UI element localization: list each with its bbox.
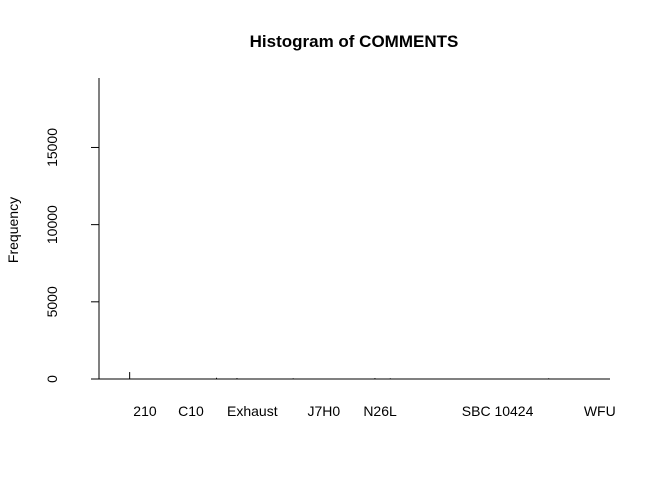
x-tick-label: Exhaust: [227, 403, 278, 419]
x-tick-label: J7H0: [307, 403, 340, 419]
x-axis-tick-labels: 210 C10 Exhaust J7H0 N26L SBC 10424 WFU: [133, 403, 615, 419]
chart-title: Histogram of COMMENTS: [250, 32, 459, 51]
y-axis-ticks: 0 5000 10000 15000: [44, 128, 99, 383]
histogram-bars: [129, 372, 550, 379]
x-tick-label: N26L: [363, 403, 397, 419]
y-tick-label: 5000: [44, 286, 60, 317]
x-tick-label: C10: [178, 403, 204, 419]
x-tick-label: WFU: [584, 403, 616, 419]
y-tick-label: 15000: [44, 128, 60, 167]
y-tick-label: 10000: [44, 205, 60, 244]
y-axis-label: Frequency: [5, 197, 21, 263]
x-tick-label: 210: [133, 403, 157, 419]
x-tick-label: SBC 10424: [462, 403, 534, 419]
y-tick-label: 0: [44, 375, 60, 383]
